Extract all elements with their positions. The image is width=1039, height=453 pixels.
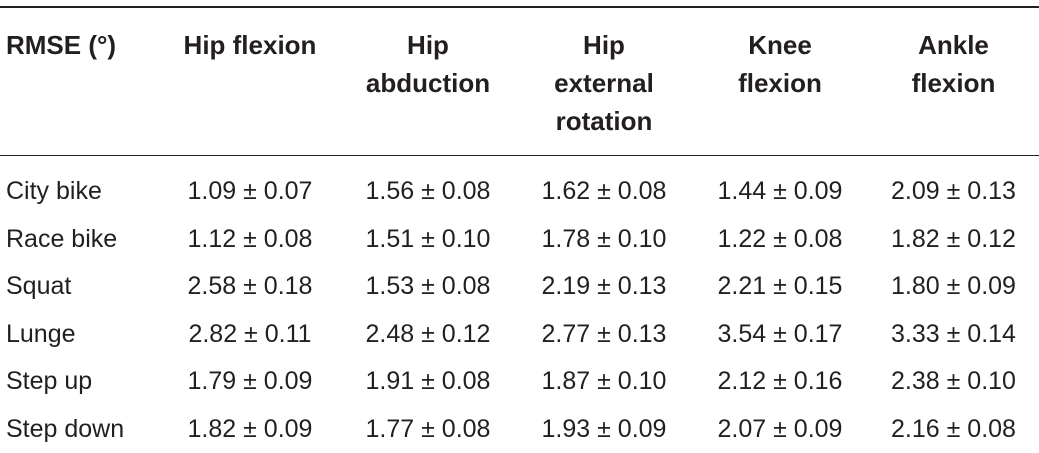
cell-hip-flexion: 1.12 ± 0.08 — [160, 216, 340, 264]
cell-hip-external-rotation: 2.77 ± 0.13 — [516, 311, 692, 359]
cell-hip-flexion: 1.09 ± 0.07 — [160, 154, 340, 216]
cell-knee-flexion: 1.22 ± 0.08 — [692, 216, 868, 264]
header-cell-ankle-flexion: Ankle flexion — [868, 16, 1039, 154]
cell-ankle-flexion: 2.09 ± 0.13 — [868, 154, 1039, 216]
cell-hip-external-rotation: 1.87 ± 0.10 — [516, 358, 692, 406]
cell-hip-abduction: 1.77 ± 0.08 — [340, 406, 516, 453]
cell-ankle-flexion: 2.38 ± 0.10 — [868, 358, 1039, 406]
cell-hip-abduction: 1.51 ± 0.10 — [340, 216, 516, 264]
cell-hip-external-rotation: 2.19 ± 0.13 — [516, 263, 692, 311]
table-row: Race bike 1.12 ± 0.08 1.51 ± 0.10 1.78 ±… — [0, 216, 1039, 264]
cell-knee-flexion: 2.12 ± 0.16 — [692, 358, 868, 406]
table-header: RMSE (°) Hip flexion Hip abduction Hip e… — [0, 16, 1039, 154]
cell-knee-flexion: 2.07 ± 0.09 — [692, 406, 868, 453]
header-label: Hip — [583, 26, 625, 64]
header-label: Hip — [407, 26, 449, 64]
cell-hip-flexion: 2.82 ± 0.11 — [160, 311, 340, 359]
top-rule — [0, 6, 1039, 8]
header-label: rotation — [556, 102, 653, 140]
cell-ankle-flexion: 1.82 ± 0.12 — [868, 216, 1039, 264]
header-label: flexion — [912, 64, 996, 102]
cell-ankle-flexion: 2.16 ± 0.08 — [868, 406, 1039, 453]
cell-hip-external-rotation: 1.78 ± 0.10 — [516, 216, 692, 264]
table-body: City bike 1.09 ± 0.07 1.56 ± 0.08 1.62 ±… — [0, 154, 1039, 453]
cell-hip-abduction: 1.91 ± 0.08 — [340, 358, 516, 406]
header-cell-hip-flexion: Hip flexion — [160, 16, 340, 154]
cell-hip-abduction: 1.56 ± 0.08 — [340, 154, 516, 216]
row-label: Lunge — [0, 311, 160, 359]
header-label: flexion — [738, 64, 822, 102]
table-row: Lunge 2.82 ± 0.11 2.48 ± 0.12 2.77 ± 0.1… — [0, 311, 1039, 359]
cell-hip-flexion: 1.82 ± 0.09 — [160, 406, 340, 453]
rmse-table: RMSE (°) Hip flexion Hip abduction Hip e… — [0, 16, 1039, 453]
header-cell-knee-flexion: Knee flexion — [692, 16, 868, 154]
cell-hip-external-rotation: 1.93 ± 0.09 — [516, 406, 692, 453]
table-row: Step up 1.79 ± 0.09 1.91 ± 0.08 1.87 ± 0… — [0, 358, 1039, 406]
cell-hip-external-rotation: 1.62 ± 0.08 — [516, 154, 692, 216]
row-label: Step down — [0, 406, 160, 453]
row-label: Step up — [0, 358, 160, 406]
header-cell-hip-abduction: Hip abduction — [340, 16, 516, 154]
header-cell-rmse: RMSE (°) — [0, 16, 160, 154]
cell-ankle-flexion: 1.80 ± 0.09 — [868, 263, 1039, 311]
table-row: Step down 1.82 ± 0.09 1.77 ± 0.08 1.93 ±… — [0, 406, 1039, 453]
cell-hip-flexion: 2.58 ± 0.18 — [160, 263, 340, 311]
header-row: RMSE (°) Hip flexion Hip abduction Hip e… — [0, 16, 1039, 154]
cell-hip-abduction: 2.48 ± 0.12 — [340, 311, 516, 359]
cell-ankle-flexion: 3.33 ± 0.14 — [868, 311, 1039, 359]
header-label: RMSE (°) — [6, 26, 116, 64]
cell-knee-flexion: 3.54 ± 0.17 — [692, 311, 868, 359]
table-row: Squat 2.58 ± 0.18 1.53 ± 0.08 2.19 ± 0.1… — [0, 263, 1039, 311]
header-label: abduction — [366, 64, 490, 102]
row-label: City bike — [0, 154, 160, 216]
header-label: external — [554, 64, 654, 102]
cell-hip-flexion: 1.79 ± 0.09 — [160, 358, 340, 406]
header-label: Hip flexion — [184, 26, 317, 64]
cell-hip-abduction: 1.53 ± 0.08 — [340, 263, 516, 311]
header-label: Ankle — [918, 26, 989, 64]
cell-knee-flexion: 2.21 ± 0.15 — [692, 263, 868, 311]
header-label: Knee — [748, 26, 812, 64]
table-row: City bike 1.09 ± 0.07 1.56 ± 0.08 1.62 ±… — [0, 154, 1039, 216]
cell-knee-flexion: 1.44 ± 0.09 — [692, 154, 868, 216]
header-cell-hip-external-rotation: Hip external rotation — [516, 16, 692, 154]
row-label: Race bike — [0, 216, 160, 264]
row-label: Squat — [0, 263, 160, 311]
